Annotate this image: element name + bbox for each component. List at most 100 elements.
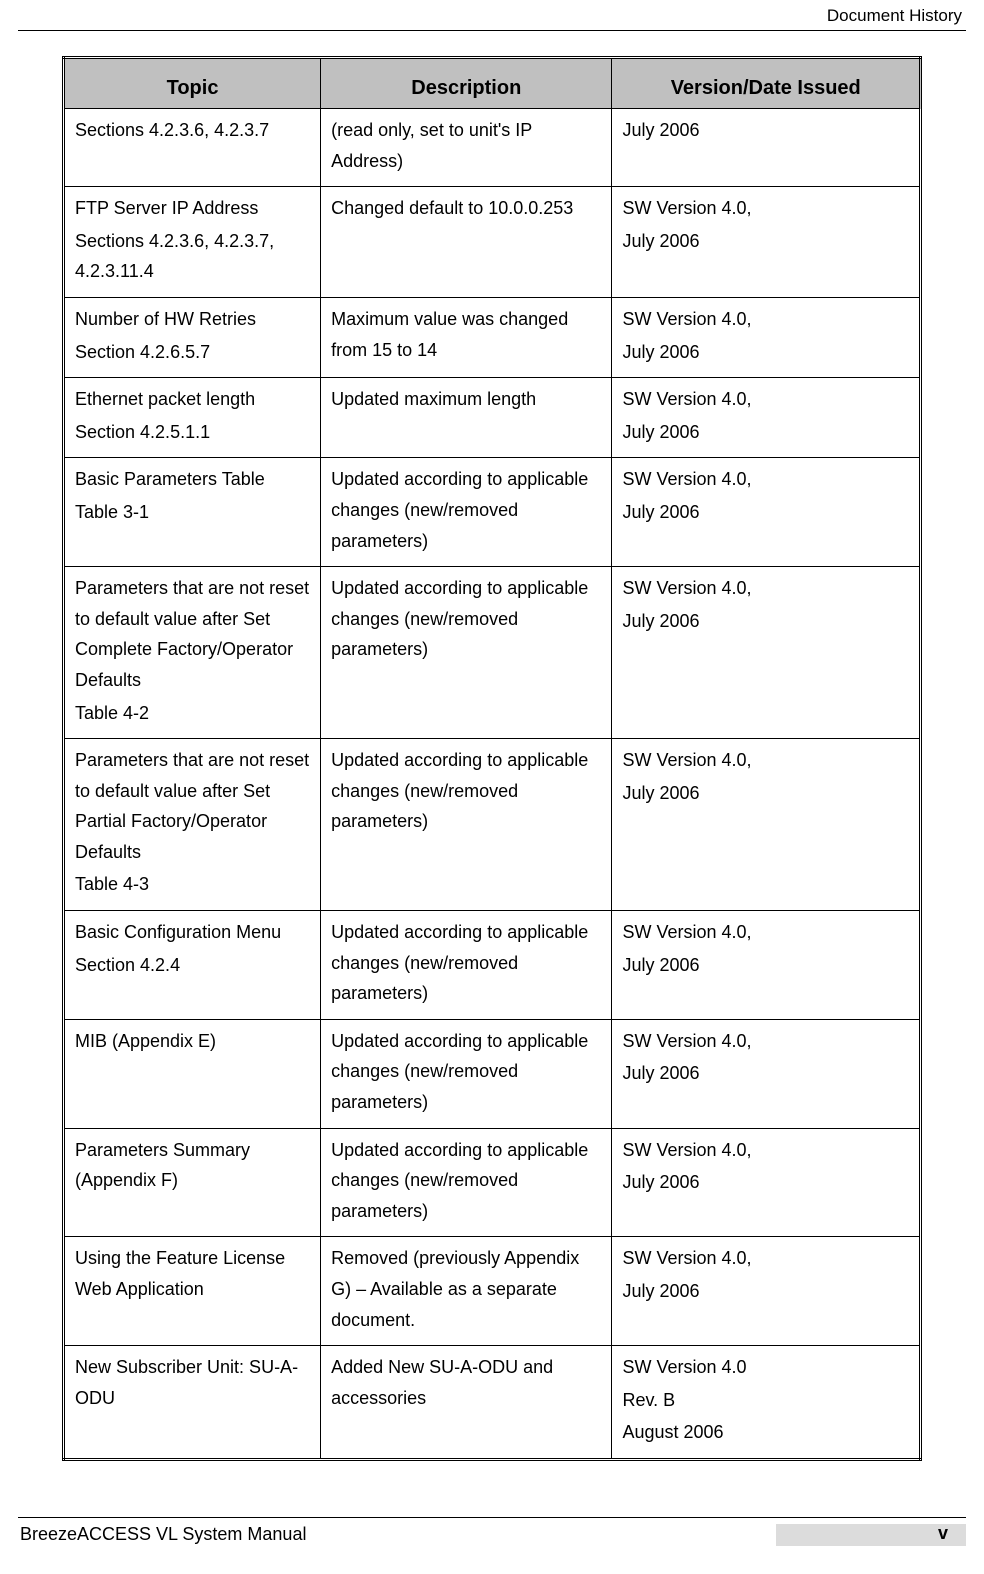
table-row: Sections 4.2.3.6, 4.2.3.7 (read only, set… bbox=[64, 109, 921, 187]
cell-text: July 2006 bbox=[622, 950, 909, 981]
cell-text: SW Version 4.0, bbox=[622, 1243, 909, 1274]
cell-version: SW Version 4.0,July 2006 bbox=[612, 458, 921, 567]
cell-text: SW Version 4.0, bbox=[622, 464, 909, 495]
cell-text: Updated according to applicable changes … bbox=[331, 573, 601, 665]
footer-page-number: v bbox=[938, 1523, 948, 1544]
cell-text: July 2006 bbox=[622, 606, 909, 637]
cell-text: Updated according to applicable changes … bbox=[331, 1135, 601, 1227]
page: Document History Topic Description Versi… bbox=[0, 0, 984, 1574]
cell-text: July 2006 bbox=[622, 1276, 909, 1307]
cell-version: SW Version 4.0Rev. BAugust 2006 bbox=[612, 1346, 921, 1460]
cell-text: SW Version 4.0, bbox=[622, 193, 909, 224]
cell-version: SW Version 4.0,July 2006 bbox=[612, 1019, 921, 1128]
cell-topic: Number of HW RetriesSection 4.2.6.5.7 bbox=[64, 297, 321, 377]
cell-description: Maximum value was changed from 15 to 14 bbox=[321, 297, 612, 377]
cell-text: Using the Feature License Web Applicatio… bbox=[75, 1243, 310, 1304]
cell-text: July 2006 bbox=[622, 417, 909, 448]
footer-row: BreezeACCESS VL System Manual bbox=[18, 1524, 966, 1546]
table-row: New Subscriber Unit: SU-A-ODU Added New S… bbox=[64, 1346, 921, 1460]
cell-text: August 2006 bbox=[622, 1417, 909, 1448]
header-rule bbox=[18, 30, 966, 31]
cell-description: Updated according to applicable changes … bbox=[321, 458, 612, 567]
cell-text: Updated according to applicable changes … bbox=[331, 745, 601, 837]
table-row: Basic Parameters TableTable 3-1Updated a… bbox=[64, 458, 921, 567]
cell-text: Maximum value was changed from 15 to 14 bbox=[331, 304, 601, 365]
cell-topic: Basic Configuration MenuSection 4.2.4 bbox=[64, 911, 321, 1020]
cell-topic: Sections 4.2.3.6, 4.2.3.7 bbox=[64, 109, 321, 187]
cell-description: Added New SU-A-ODU and accessories bbox=[321, 1346, 612, 1460]
cell-text: (read only, set to unit's IP Address) bbox=[331, 115, 601, 176]
cell-text: Changed default to 10.0.0.253 bbox=[331, 193, 601, 224]
table-row: FTP Server IP AddressSections 4.2.3.6, 4… bbox=[64, 187, 921, 298]
cell-text: Sections 4.2.3.6, 4.2.3.7, 4.2.3.11.4 bbox=[75, 226, 310, 287]
cell-text: Sections 4.2.3.6, 4.2.3.7 bbox=[75, 115, 310, 146]
cell-text: Ethernet packet length bbox=[75, 384, 310, 415]
cell-text: New Subscriber Unit: SU-A-ODU bbox=[75, 1352, 310, 1413]
cell-description: Updated according to applicable changes … bbox=[321, 739, 612, 911]
cell-text: July 2006 bbox=[622, 778, 909, 809]
cell-text: SW Version 4.0, bbox=[622, 304, 909, 335]
cell-text: Section 4.2.5.1.1 bbox=[75, 417, 310, 448]
footer-rule bbox=[18, 1517, 966, 1518]
cell-text: Updated according to applicable changes … bbox=[331, 464, 601, 556]
cell-text: Table 4-2 bbox=[75, 698, 310, 729]
page-footer: BreezeACCESS VL System Manual v bbox=[18, 1517, 966, 1546]
header-section-title: Document History bbox=[827, 6, 962, 26]
cell-description: Changed default to 10.0.0.253 bbox=[321, 187, 612, 298]
table-row: Number of HW RetriesSection 4.2.6.5.7Max… bbox=[64, 297, 921, 377]
content-area: Topic Description Version/Date Issued Se… bbox=[62, 56, 922, 1461]
cell-text: Parameters Summary (Appendix F) bbox=[75, 1135, 310, 1196]
cell-text: SW Version 4.0, bbox=[622, 917, 909, 948]
table-row: Basic Configuration MenuSection 4.2.4Upd… bbox=[64, 911, 921, 1020]
cell-text: MIB (Appendix E) bbox=[75, 1026, 310, 1057]
cell-text: Removed (previously Appendix G) – Availa… bbox=[331, 1243, 601, 1335]
cell-text: SW Version 4.0, bbox=[622, 745, 909, 776]
table-row: Using the Feature License Web Applicatio… bbox=[64, 1237, 921, 1346]
footer-manual-title: BreezeACCESS VL System Manual bbox=[18, 1524, 306, 1545]
table-row: Parameters Summary (Appendix F) Updated a… bbox=[64, 1128, 921, 1237]
cell-topic: Parameters that are not reset to default… bbox=[64, 567, 321, 739]
cell-text: Updated maximum length bbox=[331, 384, 601, 415]
cell-text: July 2006 bbox=[622, 226, 909, 257]
cell-description: Updated maximum length bbox=[321, 378, 612, 458]
col-header-description: Description bbox=[321, 58, 612, 109]
cell-text: Rev. B bbox=[622, 1385, 909, 1416]
cell-version: SW Version 4.0,July 2006 bbox=[612, 297, 921, 377]
table-body: Sections 4.2.3.6, 4.2.3.7 (read only, set… bbox=[64, 109, 921, 1460]
cell-text: Basic Configuration Menu bbox=[75, 917, 310, 948]
table-row: MIB (Appendix E) Updated according to app… bbox=[64, 1019, 921, 1128]
cell-text: Section 4.2.6.5.7 bbox=[75, 337, 310, 368]
cell-text: SW Version 4.0, bbox=[622, 384, 909, 415]
table-header-row: Topic Description Version/Date Issued bbox=[64, 58, 921, 109]
table-row: Parameters that are not reset to default… bbox=[64, 739, 921, 911]
cell-version: July 2006 bbox=[612, 109, 921, 187]
cell-topic: Ethernet packet lengthSection 4.2.5.1.1 bbox=[64, 378, 321, 458]
cell-text: Updated according to applicable changes … bbox=[331, 1026, 601, 1118]
cell-text: SW Version 4.0, bbox=[622, 1135, 909, 1166]
cell-text: July 2006 bbox=[622, 1058, 909, 1089]
cell-text: SW Version 4.0, bbox=[622, 573, 909, 604]
cell-text: Section 4.2.4 bbox=[75, 950, 310, 981]
table-row: Parameters that are not reset to default… bbox=[64, 567, 921, 739]
cell-description: Updated according to applicable changes … bbox=[321, 1019, 612, 1128]
cell-text: Parameters that are not reset to default… bbox=[75, 573, 310, 695]
cell-text: Number of HW Retries bbox=[75, 304, 310, 335]
cell-version: SW Version 4.0,July 2006 bbox=[612, 911, 921, 1020]
table-row: Ethernet packet lengthSection 4.2.5.1.1 U… bbox=[64, 378, 921, 458]
cell-text: SW Version 4.0 bbox=[622, 1352, 909, 1383]
cell-topic: Basic Parameters TableTable 3-1 bbox=[64, 458, 321, 567]
cell-description: Updated according to applicable changes … bbox=[321, 1128, 612, 1237]
cell-description: (read only, set to unit's IP Address) bbox=[321, 109, 612, 187]
cell-text: July 2006 bbox=[622, 337, 909, 368]
document-history-table: Topic Description Version/Date Issued Se… bbox=[62, 56, 922, 1461]
cell-text: Added New SU-A-ODU and accessories bbox=[331, 1352, 601, 1413]
col-header-topic: Topic bbox=[64, 58, 321, 109]
cell-text: Table 3-1 bbox=[75, 497, 310, 528]
cell-topic: Parameters that are not reset to default… bbox=[64, 739, 321, 911]
col-header-version: Version/Date Issued bbox=[612, 58, 921, 109]
cell-text: July 2006 bbox=[622, 497, 909, 528]
cell-version: SW Version 4.0,July 2006 bbox=[612, 739, 921, 911]
cell-text: Parameters that are not reset to default… bbox=[75, 745, 310, 867]
cell-text: Updated according to applicable changes … bbox=[331, 917, 601, 1009]
cell-text: July 2006 bbox=[622, 115, 909, 146]
